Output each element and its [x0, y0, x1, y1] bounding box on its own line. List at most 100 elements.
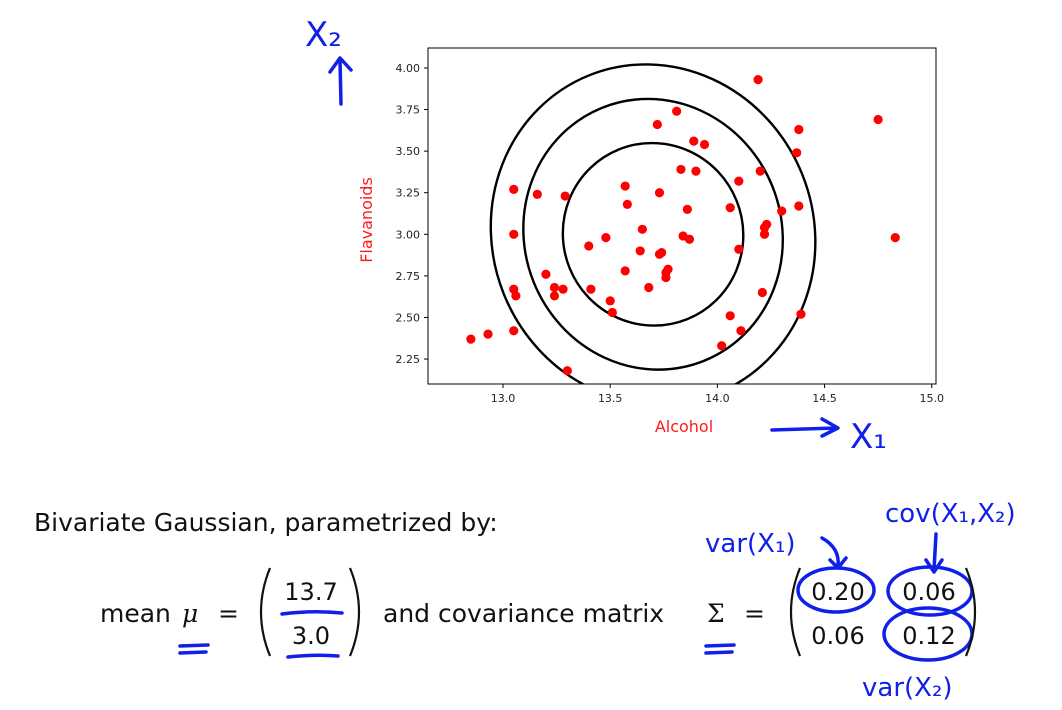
data-point [736, 326, 746, 336]
data-point [549, 291, 560, 301]
data-point [622, 199, 632, 209]
data-point [794, 201, 804, 211]
x-tick-label: 14.0 [705, 392, 730, 405]
cov-matrix-10: 0.06 [811, 622, 864, 650]
formula-line: mean μ = 13.7 3.0 and covariance matrix … [100, 567, 977, 657]
data-point [635, 246, 645, 256]
data-point [794, 124, 804, 135]
x-axis-ticks: 13.0 13.5 14.0 14.5 15.0 [491, 384, 944, 405]
data-point [672, 106, 682, 116]
data-point [796, 309, 806, 319]
data-point [657, 247, 667, 258]
data-point [676, 164, 686, 175]
data-point [637, 224, 647, 234]
data-point [753, 75, 763, 85]
mean-word: mean [100, 599, 171, 628]
data-point [725, 203, 735, 213]
data-point [509, 229, 519, 239]
data-point [734, 244, 744, 254]
right-arrow-icon [770, 417, 840, 438]
data-point [682, 204, 692, 214]
data-point [755, 166, 765, 176]
data-point [654, 188, 665, 198]
data-point [511, 291, 521, 301]
matrix-right-paren [964, 567, 977, 657]
data-point [757, 287, 767, 298]
mean-bottom-value: 3.0 [292, 622, 330, 650]
data-point [483, 329, 493, 339]
mu-symbol: μ [182, 599, 198, 628]
data-point [560, 191, 570, 201]
y-tick-label: 3.75 [396, 104, 421, 117]
var-x1-circle [796, 566, 876, 614]
point-layer [466, 75, 900, 376]
y-tick-label: 3.50 [396, 145, 421, 158]
data-point [661, 272, 671, 283]
data-point [689, 136, 699, 146]
var-x1-annotation: var(X₁) [705, 529, 796, 559]
y-tick-label: 2.50 [396, 311, 421, 324]
data-point [466, 334, 476, 344]
sigma-equals: = [744, 599, 765, 628]
x-tick-label: 15.0 [919, 392, 944, 405]
data-point [620, 181, 630, 191]
data-point [684, 234, 695, 244]
data-point [734, 176, 744, 186]
data-point [562, 366, 572, 376]
plot-frame [427, 47, 937, 385]
up-arrow-icon [328, 56, 353, 106]
data-point [644, 282, 654, 293]
data-point [691, 166, 701, 176]
data-point [584, 241, 594, 251]
handwritten-annotations: X₂ X₁ var(X₁) cov(X₁,X₂) var(X₂) [178, 15, 1016, 703]
contour-layer [489, 63, 817, 384]
data-point [725, 311, 735, 321]
density-contour-2 [522, 97, 784, 371]
x-tick-label: 13.5 [598, 392, 623, 405]
data-point [873, 114, 883, 125]
data-point [509, 184, 519, 194]
x2-annotation: X₂ [305, 15, 342, 55]
data-point [792, 148, 802, 158]
mean-equals: = [218, 599, 239, 628]
mean-top-underline [280, 609, 344, 616]
data-point [777, 206, 787, 216]
data-point [717, 341, 727, 351]
heading-text: Bivariate Gaussian, parametrized by: [34, 508, 498, 537]
y-axis-ticks: 2.25 2.50 2.75 3.00 3.25 3.50 3.75 4.00 [396, 62, 428, 366]
mean-left-paren [259, 567, 272, 657]
data-point [620, 266, 630, 276]
x-tick-label: 14.5 [812, 392, 837, 405]
y-tick-label: 3.00 [396, 228, 421, 241]
y-axis-label: Flavanoids [357, 177, 376, 263]
data-point [509, 326, 519, 336]
y-tick-label: 2.25 [396, 353, 421, 366]
data-point [762, 219, 772, 229]
x-axis-label: Alcohol [655, 417, 713, 436]
density-contour-3 [489, 63, 817, 384]
mean-right-paren [348, 567, 361, 657]
data-point [652, 119, 662, 130]
data-point [890, 233, 900, 243]
data-point [607, 307, 617, 318]
y-tick-label: 3.25 [396, 187, 421, 200]
sigma-symbol: Σ [707, 599, 725, 628]
sigma-underline [704, 643, 736, 655]
mean-top-value: 13.7 [284, 578, 337, 606]
data-point [759, 229, 770, 239]
down-arrow-icon [820, 536, 848, 570]
data-point [663, 264, 673, 274]
y-tick-label: 2.75 [396, 270, 421, 283]
density-contour-1 [561, 141, 745, 327]
cov-matrix-11: 0.12 [902, 622, 955, 650]
var-x2-annotation: var(X₂) [862, 673, 953, 703]
cov-matrix-01: 0.06 [902, 578, 955, 606]
data-point [699, 139, 710, 150]
matrix-left-paren [789, 567, 802, 657]
data-point [549, 282, 560, 293]
mu-underline [178, 643, 210, 655]
data-point [601, 233, 611, 243]
mean-bottom-underline [286, 653, 340, 659]
x-tick-label: 13.0 [491, 392, 516, 405]
